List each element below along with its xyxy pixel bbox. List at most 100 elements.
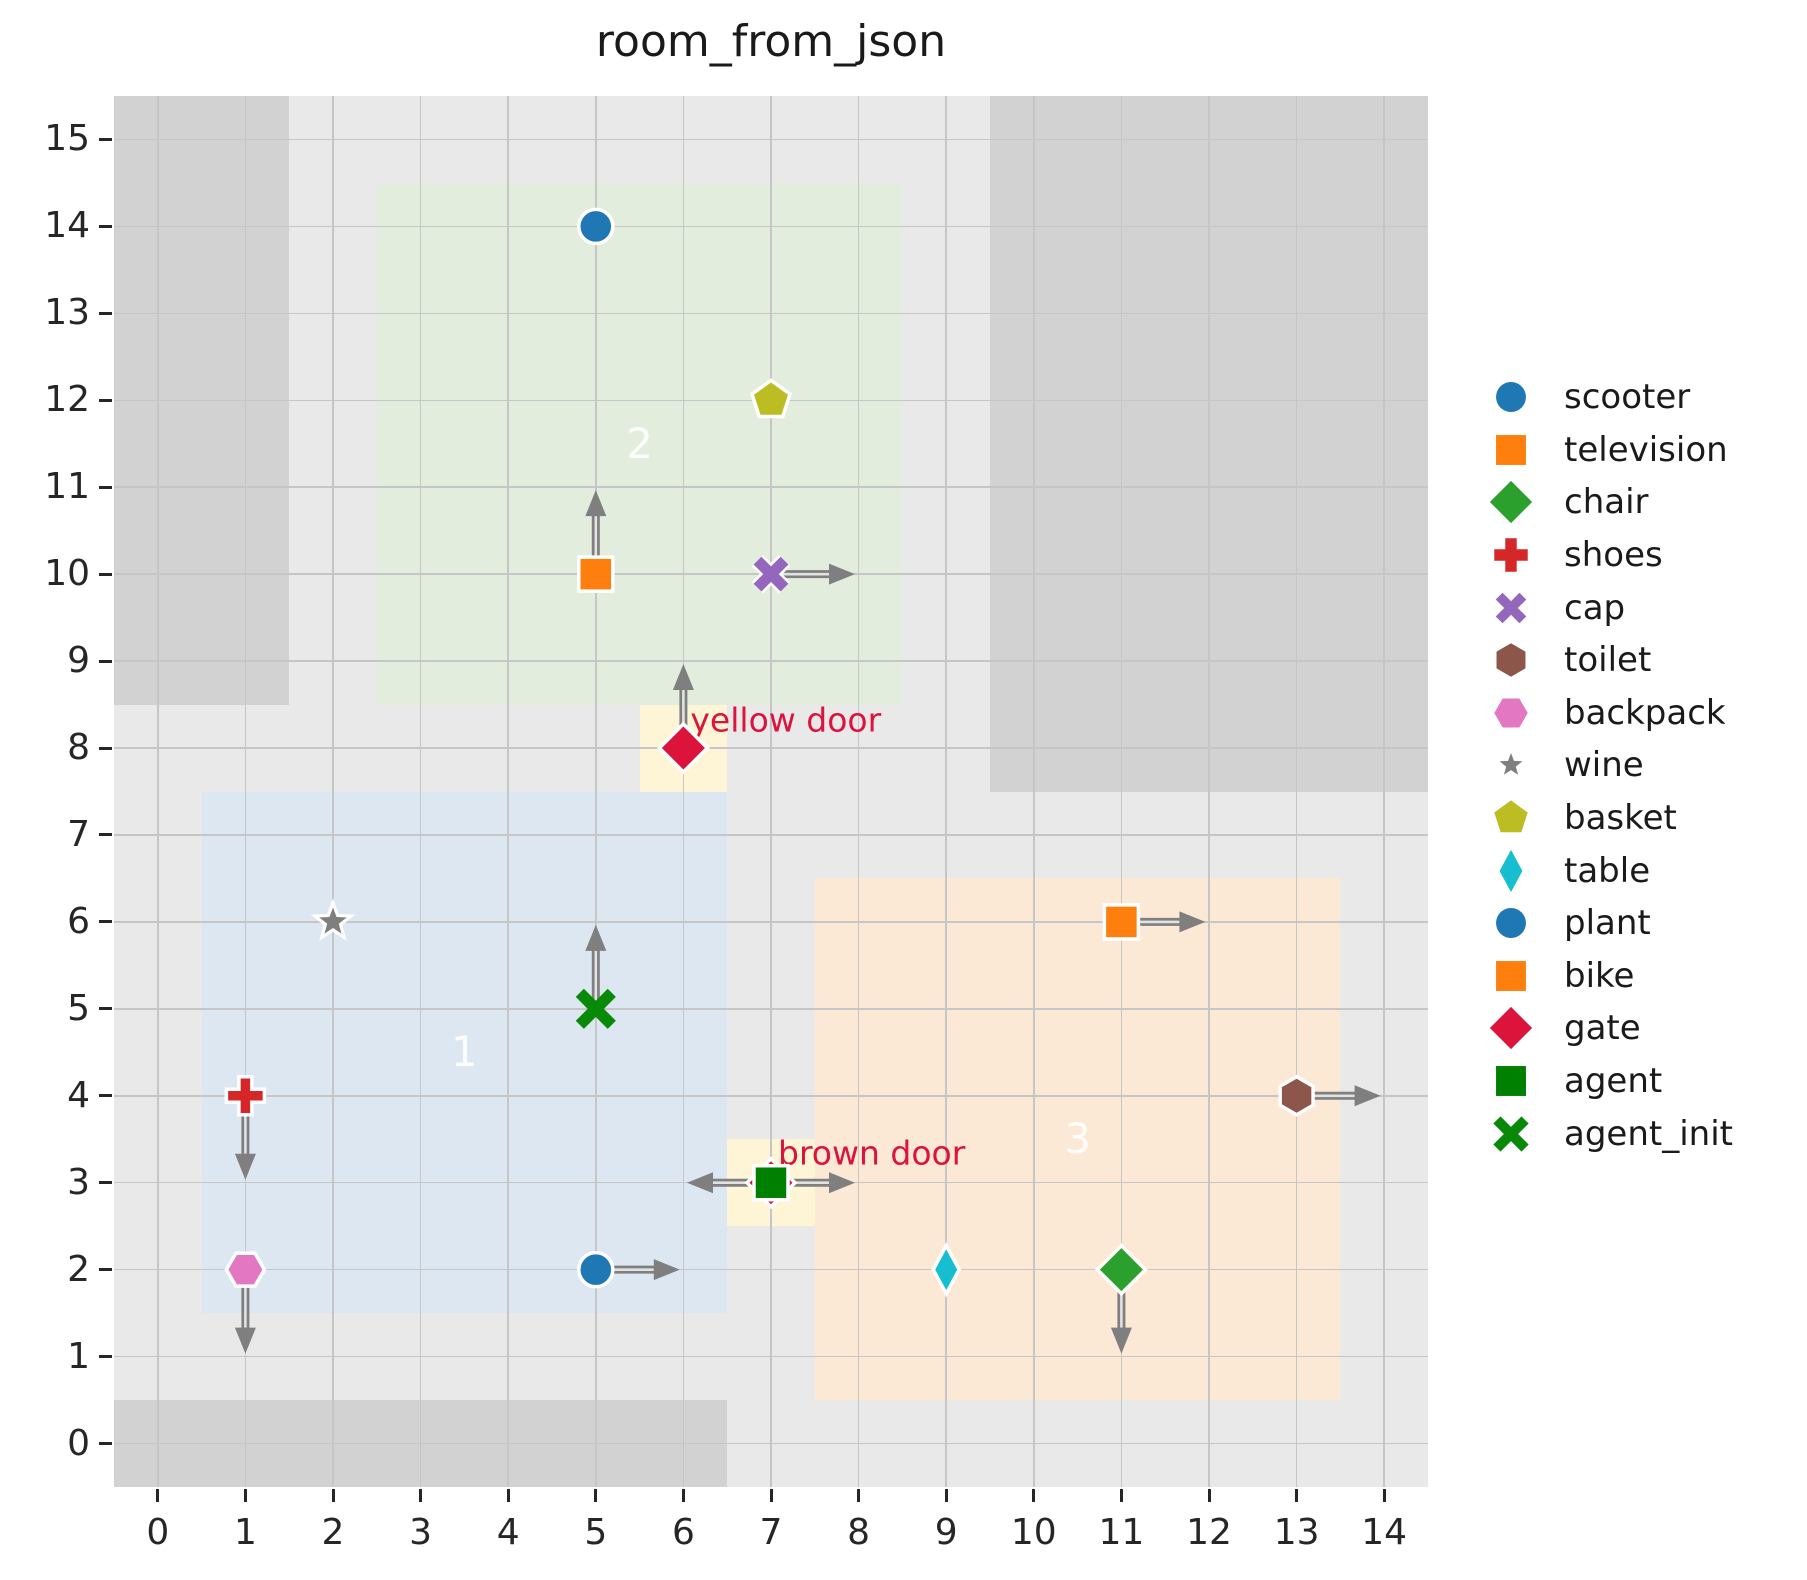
legend-item-bike: bike — [1482, 950, 1733, 1003]
y-tick — [99, 1181, 112, 1185]
x-tick-label: 4 — [496, 1512, 520, 1553]
y-tick — [99, 659, 112, 663]
arrow-agent_init-up — [585, 924, 607, 1009]
legend-marker-agent — [1482, 1059, 1540, 1103]
legend-item-chair: chair — [1482, 476, 1733, 529]
y-tick-label: 13 — [44, 292, 90, 334]
legend-label-toilet: toilet — [1564, 640, 1652, 681]
gridline-h — [114, 225, 1428, 228]
marker-backpack — [224, 1251, 267, 1288]
legend-label-shoes: shoes — [1564, 535, 1663, 576]
marker-toilet — [1278, 1074, 1315, 1117]
y-tick — [99, 1268, 112, 1272]
x-tick-label: 3 — [409, 1512, 433, 1553]
bike-icon — [1496, 960, 1526, 991]
gridline-h — [114, 747, 1428, 749]
gridline-h — [114, 921, 1428, 923]
x-tick-label: 11 — [1098, 1512, 1145, 1553]
legend-item-plant: plant — [1482, 897, 1733, 950]
y-tick — [99, 833, 112, 837]
legend-label-chair: chair — [1564, 482, 1649, 523]
y-tick-label: 12 — [44, 379, 90, 421]
legend-marker-basket — [1482, 796, 1540, 840]
y-tick-label: 1 — [67, 1335, 90, 1377]
door-label: brown door — [778, 1133, 966, 1173]
y-tick-label: 9 — [67, 640, 90, 682]
table-icon — [1499, 849, 1523, 892]
room-region-2 — [376, 182, 903, 705]
gridline-h — [114, 1008, 1428, 1010]
gridline-v — [857, 96, 860, 1487]
gridline-v — [507, 96, 509, 1487]
y-tick-label: 0 — [67, 1422, 90, 1464]
gridline-v — [157, 96, 159, 1487]
x-tick-label: 13 — [1273, 1512, 1320, 1553]
y-tick-label: 14 — [44, 205, 90, 247]
legend-marker-backpack — [1482, 691, 1540, 735]
scooter-icon — [1496, 382, 1526, 413]
legend-label-wine: wine — [1564, 745, 1644, 786]
gridline-h — [114, 1442, 1428, 1445]
x-tick-label: 2 — [321, 1512, 345, 1553]
marker-bike — [1102, 903, 1141, 941]
x-tick-label: 12 — [1186, 1512, 1232, 1553]
legend-label-scooter: scooter — [1564, 377, 1691, 418]
marker-gate — [656, 721, 710, 775]
y-tick — [99, 572, 112, 576]
y-tick — [99, 224, 112, 228]
legend: scooter television chair shoes cap toilet back… — [1482, 371, 1733, 1160]
x-tick-label: 5 — [584, 1512, 608, 1553]
x-tick — [681, 1489, 685, 1502]
y-tick — [99, 311, 112, 315]
marker-layer — [224, 207, 1381, 1354]
gridline-v — [1383, 96, 1385, 1487]
legend-label-backpack: backpack — [1564, 692, 1726, 733]
y-tick — [99, 746, 112, 750]
legend-label-gate: gate — [1564, 1008, 1641, 1049]
legend-label-agent_init: agent_init — [1564, 1113, 1733, 1154]
y-tick-label: 15 — [44, 118, 90, 160]
gridline-v — [1120, 96, 1123, 1487]
marker-chair — [1094, 1243, 1148, 1297]
x-tick — [331, 1489, 335, 1502]
gridline-h — [114, 1095, 1428, 1097]
legend-item-shoes: shoes — [1482, 529, 1733, 582]
television-icon — [1496, 434, 1526, 465]
legend-marker-agent_init — [1482, 1112, 1540, 1156]
y-tick-label: 8 — [67, 727, 90, 769]
room-label: 3 — [1064, 1114, 1091, 1164]
marker-shoes — [224, 1075, 267, 1117]
gridline-h — [114, 486, 1428, 488]
shoes-icon — [1494, 538, 1528, 572]
x-tick — [594, 1489, 598, 1502]
legend-item-agent: agent — [1482, 1055, 1733, 1108]
legend-marker-wine — [1482, 743, 1540, 787]
y-tick-label: 6 — [67, 900, 90, 942]
marker-table — [931, 1241, 962, 1298]
legend-marker-bike — [1482, 954, 1540, 998]
x-tick — [944, 1489, 948, 1502]
marker-agent — [752, 1163, 790, 1202]
x-tick-label: 7 — [759, 1512, 783, 1553]
x-tick — [243, 1489, 247, 1502]
gridline-v — [1033, 96, 1035, 1487]
legend-item-table: table — [1482, 844, 1733, 897]
door-label: yellow door — [690, 700, 882, 740]
y-tick — [99, 1442, 112, 1446]
legend-item-television: television — [1482, 424, 1733, 477]
legend-label-basket: basket — [1564, 798, 1677, 839]
x-tick-label: 10 — [1010, 1512, 1057, 1553]
y-tick-label: 11 — [44, 466, 90, 508]
gridline-v — [419, 96, 422, 1487]
x-tick — [769, 1489, 773, 1502]
backpack-icon — [1494, 698, 1528, 728]
marker-agent_init — [575, 988, 616, 1029]
marker-scooter — [577, 207, 615, 246]
y-tick-label: 2 — [67, 1248, 90, 1290]
legend-item-basket: basket — [1482, 792, 1733, 845]
x-tick-label: 9 — [934, 1512, 958, 1553]
x-tick — [156, 1489, 160, 1502]
x-tick — [1295, 1489, 1299, 1502]
room-region-1 — [201, 791, 728, 1314]
legend-label-plant: plant — [1564, 903, 1651, 944]
